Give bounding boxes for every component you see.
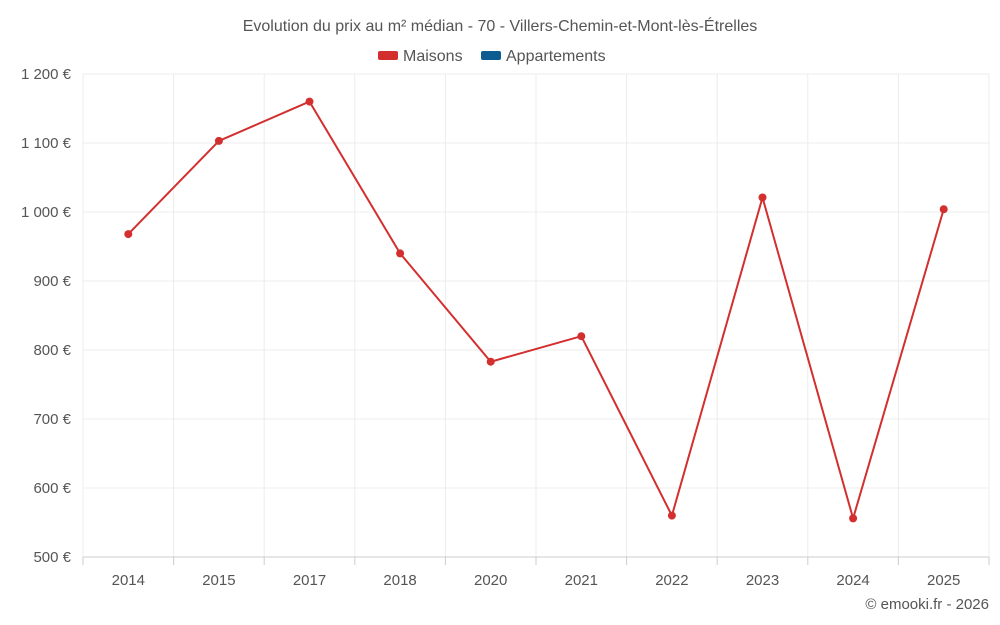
y-tick-label: 800 € <box>33 342 71 359</box>
x-tick-label: 2015 <box>202 572 235 589</box>
data-point-2014[interactable] <box>124 230 133 239</box>
y-tick-label: 1 000 € <box>21 204 72 221</box>
grid <box>82 73 990 557</box>
legend-item-maisons[interactable]: Maisons <box>378 48 463 65</box>
x-tick-label: 2021 <box>565 572 598 589</box>
data-point-2018[interactable] <box>396 249 405 258</box>
x-tick-label: 2024 <box>836 572 869 589</box>
y-tick-label: 500 € <box>33 549 71 566</box>
data-point-2020[interactable] <box>486 357 495 366</box>
x-tick-label: 2017 <box>293 572 326 589</box>
legend-label-appartements: Appartements <box>506 48 606 65</box>
data-point-2015[interactable] <box>214 136 223 145</box>
credit-text: © emooki.fr - 2026 <box>865 596 989 613</box>
data-point-2024[interactable] <box>849 514 858 523</box>
x-tick-label: 2018 <box>383 572 416 589</box>
y-tick-label: 900 € <box>33 273 71 290</box>
data-point-2021[interactable] <box>577 332 586 341</box>
y-tick-label: 600 € <box>33 480 71 497</box>
legend-swatch-appartements <box>481 51 501 60</box>
data-point-2022[interactable] <box>667 511 676 520</box>
x-tick-label: 2023 <box>746 572 779 589</box>
y-tick-label: 1 200 € <box>21 66 72 83</box>
y-tick-label: 700 € <box>33 411 71 428</box>
legend[interactable]: Maisons Appartements <box>378 48 606 65</box>
x-tick-label: 2022 <box>655 572 688 589</box>
legend-swatch-maisons <box>378 51 398 60</box>
series <box>124 97 948 523</box>
axes <box>82 556 990 565</box>
legend-label-maisons: Maisons <box>403 48 463 65</box>
tick-labels: 500 € 600 € 700 € 800 € 900 € 1 000 € 1 100 € 1… <box>21 66 960 589</box>
data-point-2023[interactable] <box>758 193 767 202</box>
x-tick-label: 2014 <box>112 572 145 589</box>
legend-item-appartements[interactable]: Appartements <box>481 48 606 65</box>
data-point-2025[interactable] <box>939 205 948 214</box>
data-point-2017[interactable] <box>305 97 314 106</box>
series-line-maisons <box>127 100 945 520</box>
chart-title: Evolution du prix au m² médian - 70 - Vi… <box>243 16 758 35</box>
y-tick-label: 1 100 € <box>21 135 72 152</box>
x-tick-label: 2020 <box>474 572 507 589</box>
x-tick-label: 2025 <box>927 572 960 589</box>
